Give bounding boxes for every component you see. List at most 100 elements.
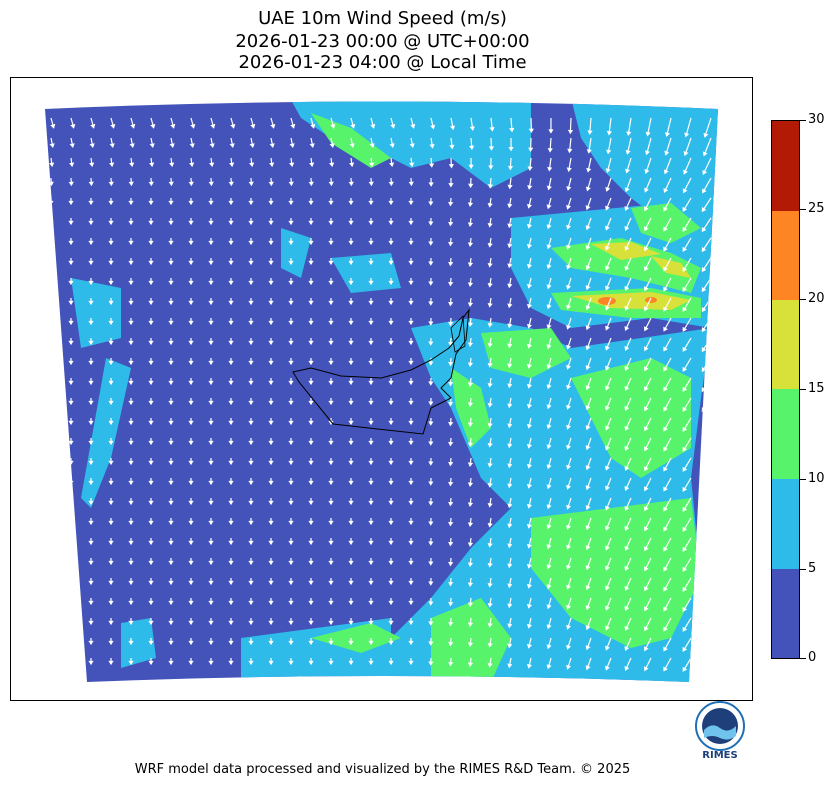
wind-arrow-head <box>624 505 630 511</box>
wind-arrow-head <box>288 620 294 626</box>
wind-arrow-head <box>168 300 174 306</box>
wind-arrow-head <box>605 585 610 591</box>
wind-arrow-head <box>108 280 114 286</box>
wind-arrow-head <box>88 660 94 666</box>
wind-arrow-head <box>507 363 513 369</box>
wind-arrow-head <box>448 541 454 547</box>
colorbar-tick <box>800 569 806 570</box>
wind-arrow-head <box>248 460 254 466</box>
wind-arrow-head <box>88 600 94 606</box>
wind-arrow-head <box>526 303 532 309</box>
wind-arrow-head <box>349 162 355 168</box>
wind-arrow-head <box>348 440 354 446</box>
wind-arrow-head <box>410 123 416 129</box>
wind-arrow-head <box>188 420 194 426</box>
wind-arrow-head <box>643 346 649 352</box>
wind-arrow-head <box>228 320 234 326</box>
wind-arrow-head <box>68 440 74 446</box>
wind-arrow-head <box>566 364 572 370</box>
wind-arrow-head <box>526 243 532 249</box>
wind-arrow-head <box>430 124 436 130</box>
wind-arrow-head <box>48 280 54 286</box>
wind-arrow-head <box>170 123 176 129</box>
wind-arrow-head <box>448 201 454 207</box>
wind-arrow-head <box>663 506 668 512</box>
wind-arrow-head <box>128 340 134 346</box>
wind-arrow-head <box>701 327 707 333</box>
wind-arrow-head <box>108 400 114 406</box>
wind-arrow-head <box>702 151 708 157</box>
wind-arrow-head <box>448 581 454 587</box>
wind-arrow-head <box>208 380 214 386</box>
wind-arrow-head <box>527 166 533 171</box>
wind-arrow-head <box>546 444 552 450</box>
wind-arrow-head <box>248 320 254 326</box>
wind-arrow-head <box>546 204 552 210</box>
wind-arrow-head <box>624 305 630 311</box>
wind-arrow-head <box>682 206 688 212</box>
wind-arrow-head <box>526 263 532 269</box>
wind-arrow-head <box>408 280 414 286</box>
wind-arrow-head <box>388 340 394 346</box>
wind-arrow-head <box>328 220 334 226</box>
wind-arrow-head <box>328 440 334 446</box>
wind-arrow-head <box>448 501 454 507</box>
wind-arrow-head <box>566 204 572 210</box>
wind-arrow-head <box>288 400 294 406</box>
wind-arrow-head <box>428 401 434 406</box>
wind-arrow-head <box>168 660 174 666</box>
wind-arrow-head <box>663 586 668 592</box>
wind-arrow-head <box>288 340 294 346</box>
colorbar-tick <box>800 120 806 121</box>
wind-arrow-head <box>168 240 174 246</box>
wind-arrow-head <box>624 325 630 331</box>
wind-arrow-head <box>309 143 315 148</box>
wind-arrow-head <box>645 131 651 137</box>
wind-arrow-head <box>624 245 630 251</box>
wind-arrow-head <box>68 320 74 326</box>
wind-arrow-head <box>702 188 707 194</box>
wind-arrow-head <box>68 380 74 386</box>
wind-arrow-head <box>487 622 493 628</box>
wind-arrow-head <box>368 600 374 606</box>
wind-arrow-head <box>605 265 610 271</box>
wind-arrow-head <box>585 525 591 531</box>
wind-arrow-head <box>228 260 234 266</box>
wind-arrow-head <box>408 640 414 646</box>
wind-arrow-head <box>208 400 214 406</box>
wind-arrow-head <box>48 540 54 546</box>
wind-arrow-head <box>308 600 314 606</box>
wind-arrow <box>701 497 712 512</box>
wind-arrow-head <box>248 181 254 187</box>
wind-arrow-head <box>188 600 194 606</box>
wind-arrow-head <box>88 540 94 546</box>
wind-arrow-head <box>308 640 314 646</box>
wind-arrow-head <box>388 260 394 266</box>
wind-arrow-head <box>68 560 74 566</box>
wind-arrow-head <box>368 320 374 326</box>
wind-arrow-head <box>268 220 274 226</box>
wind-arrow-head <box>626 131 632 137</box>
wind-arrow-head <box>487 442 493 448</box>
wind-arrow-head <box>624 187 630 193</box>
wind-arrow-head <box>586 167 592 173</box>
wind-arrow-head <box>348 220 354 226</box>
wind-arrow-head <box>701 287 707 293</box>
wind-arrow-head <box>585 645 591 651</box>
wind-arrow-head <box>428 182 434 187</box>
wind-arrow-head <box>108 520 114 526</box>
wind-arrow-head <box>208 181 214 187</box>
wind-arrow-head <box>548 129 554 134</box>
wind-arrow-head <box>507 343 513 349</box>
wind-arrow-head <box>566 384 572 390</box>
wind-arrow-head <box>268 480 274 486</box>
wind-arrow-head <box>128 440 134 446</box>
wind-arrow-head <box>467 562 474 568</box>
wind-arrow-head <box>428 541 434 546</box>
wind-arrow <box>701 417 712 432</box>
wind-arrow-head <box>328 620 334 626</box>
wind-arrow-head <box>605 665 610 671</box>
wind-arrow-head <box>624 565 630 571</box>
wind-arrow-head <box>208 580 214 586</box>
colorbar-bin-25-30 <box>772 121 799 211</box>
